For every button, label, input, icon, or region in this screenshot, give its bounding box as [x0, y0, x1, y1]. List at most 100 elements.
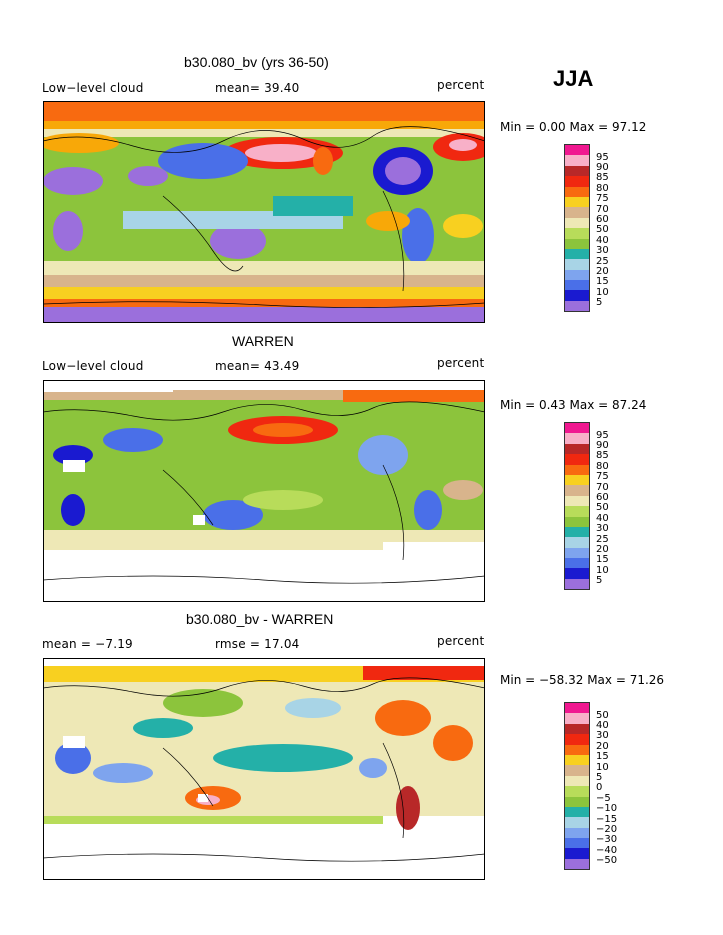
colorbar-label: 10 — [596, 565, 609, 576]
color-swatch — [565, 248, 589, 260]
color-swatch — [565, 744, 589, 755]
color-swatch — [565, 454, 589, 465]
colorbar-label: 20 — [596, 544, 609, 555]
colorbar-label: 15 — [596, 751, 609, 762]
colorbar-label: 5 — [596, 772, 603, 783]
panel-units-diff: percent — [437, 634, 485, 648]
colorbar-label: 25 — [596, 534, 609, 545]
colorbar-label: 80 — [596, 461, 609, 472]
colorbar-label: 90 — [596, 162, 609, 173]
map-model — [43, 101, 485, 323]
map-obs — [43, 380, 485, 602]
colorbar-label: 5 — [596, 575, 603, 586]
color-swatch — [565, 474, 589, 486]
color-swatch — [565, 186, 589, 197]
colorbar-label: 40 — [596, 235, 609, 246]
colorbar-label: 30 — [596, 245, 609, 256]
season-label: JJA — [553, 66, 594, 91]
panel-units-model: percent — [437, 78, 485, 92]
color-swatch — [565, 300, 589, 312]
colorbar-label: −40 — [596, 845, 618, 856]
panel-title-obs: WARREN — [232, 333, 294, 349]
colorbar-label: 50 — [596, 710, 609, 721]
colorbar-label: −5 — [596, 793, 611, 804]
colorbar-label: 75 — [596, 193, 609, 204]
colorbar-label: 5 — [596, 297, 603, 308]
colorbar-model — [564, 144, 590, 313]
colorbar-label: 85 — [596, 450, 609, 461]
color-swatch — [565, 259, 589, 270]
color-swatch — [565, 290, 589, 301]
color-swatch — [565, 703, 589, 714]
colorbar-label: 50 — [596, 224, 609, 235]
colorbar-label: 15 — [596, 276, 609, 287]
color-swatch — [565, 796, 589, 807]
panel-mean-label-model: mean= 39.40 — [215, 81, 300, 95]
colorbar-label: 80 — [596, 183, 609, 194]
colorbar-obs — [564, 422, 590, 591]
color-swatch — [565, 145, 589, 156]
color-swatch — [565, 269, 589, 281]
colorbar-label: −15 — [596, 814, 618, 825]
color-swatch — [565, 155, 589, 166]
colorbar-label: 95 — [596, 152, 609, 163]
panel-units-obs: percent — [437, 356, 485, 370]
colorbar-label: 75 — [596, 471, 609, 482]
colorbar-label: 95 — [596, 430, 609, 441]
panel-title-model: b30.080_bv (yrs 36-50) — [184, 54, 329, 70]
color-swatch — [565, 238, 589, 249]
color-swatch — [565, 506, 589, 517]
color-swatch — [565, 495, 589, 507]
color-swatch — [565, 723, 589, 735]
colorbar-label: 30 — [596, 730, 609, 741]
color-swatch — [565, 165, 589, 177]
color-swatch — [565, 848, 589, 859]
color-swatch — [565, 485, 589, 496]
panel-mean-label-diff: mean = −7.19 — [42, 637, 133, 651]
color-swatch — [565, 754, 589, 766]
colorbar-label: 70 — [596, 204, 609, 215]
color-swatch — [565, 537, 589, 548]
colorbar-label: −30 — [596, 834, 618, 845]
colorbar-label: 60 — [596, 214, 609, 225]
color-swatch — [565, 443, 589, 455]
colorbar-label: −50 — [596, 855, 618, 866]
color-swatch — [565, 196, 589, 208]
color-swatch — [565, 578, 589, 590]
color-swatch — [565, 464, 589, 475]
panel-title-diff: b30.080_bv - WARREN — [186, 611, 334, 627]
colorbar-label: −10 — [596, 803, 618, 814]
colorbar-label: 15 — [596, 554, 609, 565]
color-swatch — [565, 827, 589, 839]
color-swatch — [565, 765, 589, 776]
color-swatch — [565, 568, 589, 579]
panel-mean-label-obs: mean= 43.49 — [215, 359, 300, 373]
colorbar-label: 30 — [596, 523, 609, 534]
colorbar-label: 20 — [596, 741, 609, 752]
colorbar-label: 10 — [596, 762, 609, 773]
panel-minmax-model: Min = 0.00 Max = 97.12 — [500, 120, 647, 134]
color-swatch — [565, 547, 589, 559]
map-diff — [43, 658, 485, 880]
colorbar-label: 60 — [596, 492, 609, 503]
color-swatch — [565, 228, 589, 239]
color-swatch — [565, 516, 589, 527]
color-swatch — [565, 713, 589, 724]
panel-variable-label-model: Low−level cloud — [42, 81, 144, 95]
panel-rmse-label-diff: rmse = 17.04 — [215, 637, 300, 651]
panel-variable-label-obs: Low−level cloud — [42, 359, 144, 373]
colorbar-label: 90 — [596, 440, 609, 451]
colorbar-label: 0 — [596, 782, 603, 793]
colorbar-label: 85 — [596, 172, 609, 183]
colorbar-label: 70 — [596, 482, 609, 493]
colorbar-label: 10 — [596, 287, 609, 298]
colorbar-label: 50 — [596, 502, 609, 513]
colorbar-label: −20 — [596, 824, 618, 835]
colorbar-diff — [564, 702, 590, 871]
color-swatch — [565, 176, 589, 187]
color-swatch — [565, 217, 589, 229]
color-swatch — [565, 786, 589, 797]
color-swatch — [565, 526, 589, 538]
color-swatch — [565, 817, 589, 828]
color-swatch — [565, 558, 589, 569]
